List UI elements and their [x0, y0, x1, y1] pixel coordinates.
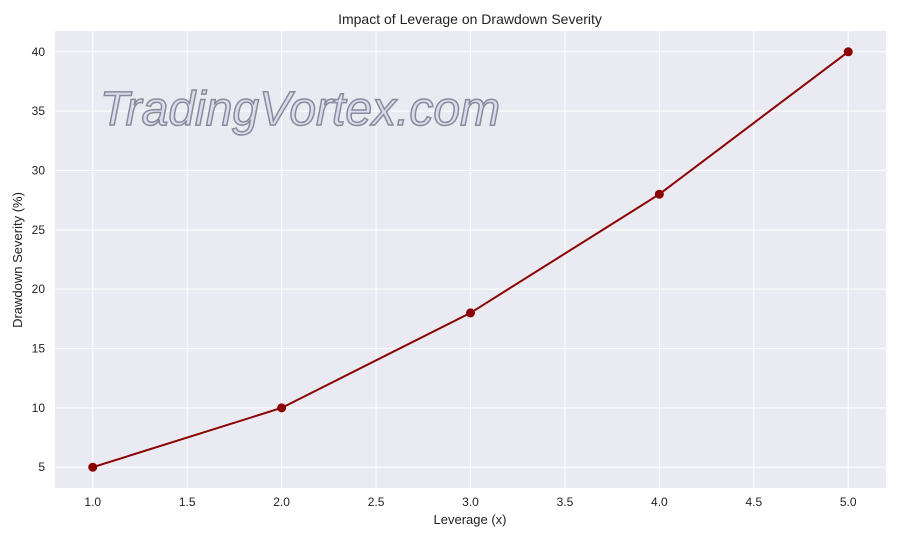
x-tick-label: 2.0	[273, 495, 290, 509]
x-tick-label: 4.0	[651, 495, 668, 509]
y-tick-label: 35	[32, 104, 46, 118]
y-tick-label: 30	[32, 163, 46, 177]
data-point	[88, 462, 98, 472]
x-tick-label: 1.5	[179, 495, 196, 509]
x-tick-label: 4.5	[745, 495, 762, 509]
watermark-logo: TradingVortex.com	[100, 83, 500, 136]
data-point	[466, 308, 475, 318]
y-axis-label: Drawdown Severity (%)	[10, 192, 25, 328]
x-tick-label: 1.0	[84, 495, 101, 509]
y-tick-label: 40	[32, 45, 46, 59]
y-tick-label: 10	[32, 401, 46, 415]
data-point	[654, 189, 664, 199]
data-point	[277, 403, 287, 413]
data-point	[843, 47, 853, 57]
y-tick-label: 25	[32, 223, 46, 237]
x-tick-label: 2.5	[368, 495, 385, 509]
series	[88, 47, 853, 472]
y-tick-label: 20	[32, 282, 46, 296]
x-tick-label: 5.0	[840, 495, 857, 509]
x-axis-label: Leverage (x)	[434, 512, 507, 527]
y-tick-label: 15	[32, 342, 46, 356]
x-tick-label: 3.5	[557, 495, 574, 509]
tick-labels: 1.0 1.5 2.0 2.5 3.0 3.5 4.0 4.5 5.0 5 10 15 20 25 30 35…	[32, 45, 857, 509]
y-tick-label: 5	[38, 460, 45, 474]
chart-title: Impact of Leverage on Drawdown Severity	[338, 11, 602, 27]
grid	[55, 31, 886, 488]
x-tick-label: 3.0	[462, 495, 479, 509]
